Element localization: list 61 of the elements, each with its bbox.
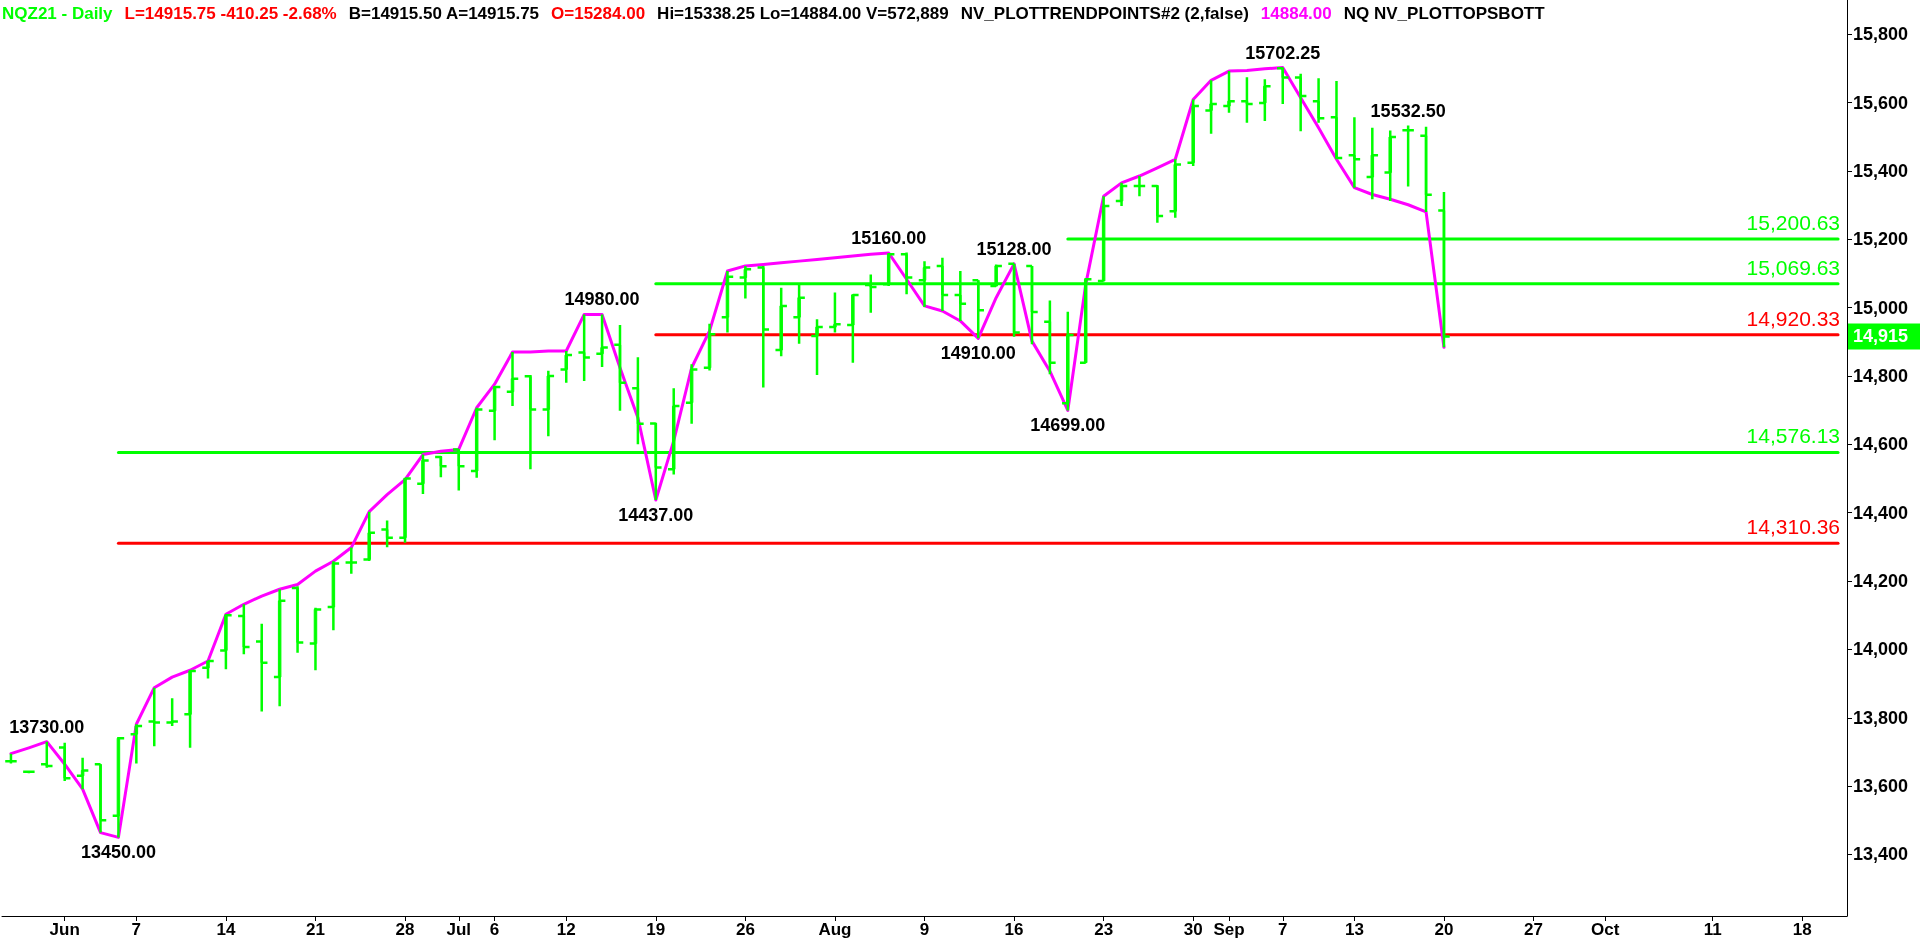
y-tick-label: 15,000 [1853, 297, 1909, 318]
x-tick-label: 11 [1703, 920, 1722, 939]
x-tick-label: Aug [818, 920, 852, 939]
annotation: O=15284.00 [551, 4, 646, 23]
y-tick-label: 14,200 [1853, 571, 1909, 592]
data-label: 13450.00 [80, 842, 156, 863]
x-tick-label: 6 [489, 920, 500, 939]
y-tick-label: 15,600 [1853, 92, 1909, 113]
x-tick-label: 26 [735, 920, 755, 939]
x-tick-label: Jun [49, 920, 80, 939]
y-tick-label: 14,000 [1853, 639, 1909, 660]
data-label: 14,920.33 [1746, 306, 1841, 330]
x-tick-label: 9 [919, 920, 930, 939]
data-label: 14699.00 [1030, 415, 1106, 436]
y-tick-label: 13,400 [1853, 844, 1909, 865]
x-tick-label: Sep [1213, 920, 1245, 939]
y-tick-label: 15,400 [1853, 160, 1909, 181]
data-label: 15702.25 [1245, 42, 1321, 63]
data-label: 13730.00 [9, 716, 85, 737]
x-tick-label: 16 [1004, 920, 1024, 939]
data-label: 15128.00 [976, 238, 1052, 259]
x-tick-label: 30 [1183, 920, 1203, 939]
annotation: B=14915.50 A=14915.75 [348, 4, 540, 23]
annotation: 15532.50 [1370, 100, 1446, 121]
x-tick-label: 19 [646, 920, 666, 939]
x-tick-label: 27 [1524, 920, 1543, 939]
x-tick-label: 7 [131, 920, 142, 939]
y-tick-label: 14,800 [1853, 365, 1909, 386]
annotation: NV_PLOTTRENDPOINTS#2 (2,false) [960, 4, 1249, 23]
data-label: 14,310.36 [1746, 515, 1841, 539]
x-tick-label: Jul [446, 920, 472, 939]
y-tick-label: 14,600 [1853, 434, 1909, 455]
y-tick-label: 13,600 [1853, 776, 1909, 797]
data-label: 15,069.63 [1746, 255, 1841, 279]
x-tick-label: 23 [1094, 920, 1114, 939]
x-tick-label: 13 [1344, 920, 1364, 939]
annotation: NQ NV_PLOTTOPSBOTT [1343, 4, 1545, 23]
x-tick-label: 20 [1434, 920, 1454, 939]
x-tick-label: 12 [556, 920, 576, 939]
data-label: 14910.00 [940, 343, 1016, 364]
y-tick-label: 15,800 [1853, 24, 1909, 45]
annotation: 14884.00 [1260, 4, 1332, 23]
y-tick-label: 13,800 [1853, 707, 1909, 728]
data-label: 14,576.13 [1746, 424, 1841, 448]
data-label: 15160.00 [851, 227, 927, 248]
text: 14,915 [1853, 326, 1909, 347]
x-tick-label: 7 [1278, 920, 1288, 939]
data-label: 14980.00 [564, 289, 640, 310]
line-series [9, 66, 1446, 839]
chart-title: NQZ21 - Daily [2, 4, 113, 23]
annotation: L=14915.75 -410.25 -2.68% [124, 4, 337, 23]
data-label: 15,200.63 [1746, 211, 1841, 235]
data-label: 14437.00 [618, 505, 694, 526]
x-tick-label: 18 [1792, 920, 1812, 939]
x-tick-label: 21 [306, 920, 325, 939]
y-tick-label: 15,200 [1853, 229, 1909, 250]
y-tick-label: 14,400 [1853, 502, 1909, 523]
x-tick-label: Oct [1591, 920, 1620, 939]
x-tick-label: 14 [216, 920, 236, 939]
annotation: Hi=15338.25 Lo=14884.00 V=572,889 [657, 4, 949, 23]
x-tick-label: 28 [395, 920, 415, 939]
